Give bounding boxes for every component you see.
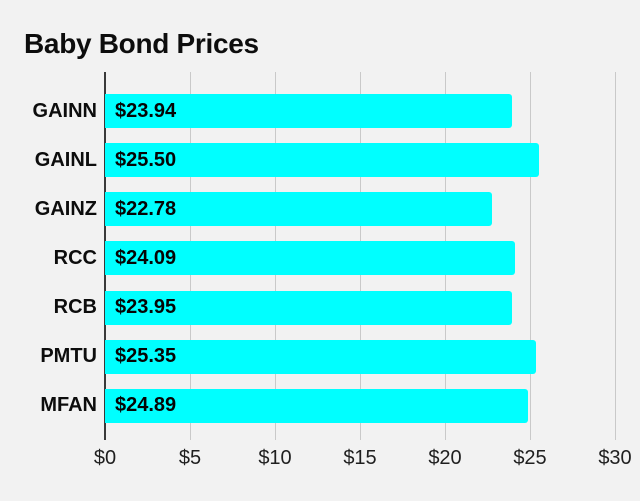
bar-value-label: $24.89	[115, 394, 177, 417]
x-tick-label: $25	[513, 447, 547, 469]
bar-row: $23.95	[105, 290, 615, 325]
bar-row: $25.35	[105, 339, 615, 374]
bar-value-label: $25.35	[115, 345, 177, 368]
bar-row: $24.89	[105, 388, 615, 423]
x-tick-label: $15	[343, 447, 377, 469]
x-tick-label: $5	[178, 447, 202, 469]
category-label-gainl: GAINL	[34, 148, 97, 171]
bar-value-label: $24.09	[115, 246, 177, 269]
category-label-rcb: RCB	[53, 296, 97, 319]
bar-row: $23.94	[105, 94, 615, 128]
category-label-pmtu: PMTU	[40, 345, 97, 368]
chart-title: Baby Bond Prices	[24, 28, 259, 59]
bar-rcb: $23.95	[105, 290, 513, 325]
bar-row: $25.50	[105, 143, 615, 178]
bar-rcc: $24.09	[105, 241, 515, 276]
x-tick-label: $30	[598, 447, 632, 469]
x-tick-label: $20	[428, 447, 462, 469]
category-labels: GAINN GAINL GAINZ RCC RCB PMTU MFAN	[0, 72, 97, 440]
x-axis: $0 $5 $10 $15 $20 $25 $30	[94, 447, 632, 471]
bar-gainz: $22.78	[105, 192, 493, 227]
bar-value-label: $22.78	[115, 197, 177, 220]
category-label-rcc: RCC	[53, 246, 97, 269]
bar-value-label: $23.95	[115, 296, 177, 319]
bar-rows: $23.94 $25.50 $22.78 $24.09 $23.95 $25.35 $24.…	[105, 72, 615, 440]
category-label-mfan: MFAN	[40, 394, 97, 417]
bar-pmtu: $25.35	[105, 339, 536, 374]
bar-value-label: $25.50	[115, 148, 177, 171]
category-label-gainz: GAINZ	[34, 197, 97, 220]
bar-row: $24.09	[105, 241, 615, 276]
bar-value-label: $23.94	[115, 99, 177, 122]
plot-area: $23.94 $25.50 $22.78 $24.09 $23.95 $25.35 $24.…	[104, 72, 616, 440]
category-label-gainn: GAINN	[32, 99, 97, 122]
bar-row: $22.78	[105, 192, 615, 227]
x-tick-label: $10	[258, 447, 292, 469]
x-tick-label: $0	[93, 447, 117, 469]
gridline	[615, 72, 616, 440]
bar-gainl: $25.50	[105, 143, 539, 178]
gridline	[530, 72, 531, 440]
bar-gainn: $23.94	[105, 94, 512, 128]
bar-mfan: $24.89	[105, 388, 529, 423]
